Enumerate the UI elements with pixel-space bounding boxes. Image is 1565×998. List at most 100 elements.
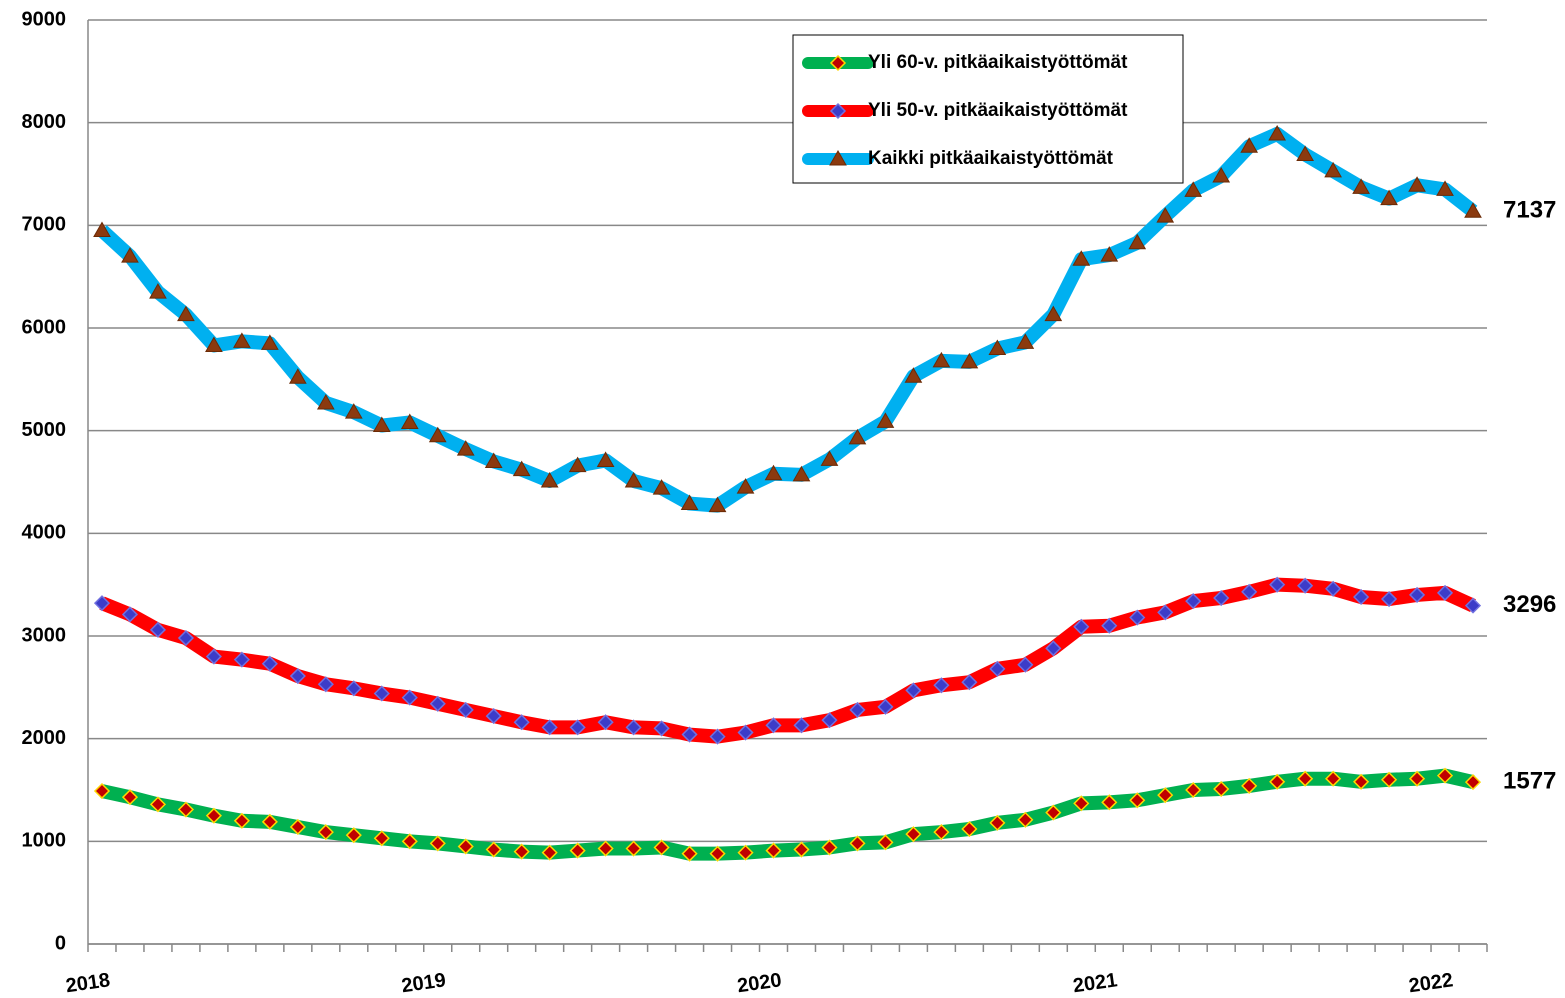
point: [1464, 597, 1482, 614]
point: [1157, 787, 1174, 804]
point: [1268, 124, 1287, 141]
point: [457, 701, 474, 718]
legend-label: Yli 50-v. pitkäaikaistyöttömät: [868, 100, 1128, 121]
point: [428, 426, 447, 443]
point: [1436, 180, 1454, 196]
point: [513, 714, 530, 731]
point: [457, 838, 474, 855]
point: [681, 726, 698, 743]
point: [205, 336, 223, 352]
point: [1045, 804, 1062, 821]
point: [877, 834, 894, 851]
point: [737, 844, 754, 861]
point: [1408, 586, 1426, 603]
point: [904, 367, 923, 383]
point: [1017, 811, 1034, 828]
end-label: 3296: [1503, 591, 1556, 618]
point: [1185, 593, 1202, 610]
point: [541, 719, 558, 736]
point: [829, 102, 847, 120]
point: [1184, 181, 1203, 197]
point: [933, 677, 950, 694]
point: [261, 813, 278, 830]
point: [205, 648, 222, 665]
point: [317, 676, 334, 693]
point: [933, 824, 950, 841]
point: [793, 841, 810, 858]
point: [1016, 333, 1035, 349]
point: [373, 685, 390, 702]
series: [93, 767, 1482, 862]
point: [989, 814, 1006, 831]
point: [625, 719, 642, 736]
point: [764, 464, 783, 481]
point: [932, 351, 951, 368]
point: [344, 403, 363, 419]
point: [820, 450, 839, 466]
point: [121, 606, 139, 623]
y-tick-label: 5000: [22, 419, 67, 441]
point: [1325, 770, 1342, 787]
point: [205, 807, 222, 824]
point: [1408, 176, 1426, 192]
point: [905, 682, 922, 699]
point: [177, 629, 194, 647]
point: [1213, 589, 1230, 607]
point: [93, 782, 111, 800]
point: [905, 826, 922, 843]
x-tick-label: 2021: [1072, 969, 1119, 997]
point: [829, 149, 847, 166]
point: [1381, 590, 1398, 608]
point: [1073, 618, 1090, 635]
point: [568, 456, 587, 473]
x-tick-label: 2022: [1407, 969, 1454, 997]
point: [1296, 145, 1314, 161]
point: [1044, 305, 1063, 322]
point: [484, 452, 503, 468]
point: [1017, 656, 1034, 673]
point: [372, 416, 391, 433]
point: [596, 451, 615, 467]
point: [597, 840, 614, 857]
point: [316, 393, 335, 410]
point: [345, 680, 362, 697]
point: [709, 845, 726, 862]
point: [1213, 780, 1230, 798]
point: [1101, 617, 1118, 634]
point: [1100, 246, 1119, 262]
point: [569, 842, 586, 859]
point: [1269, 576, 1286, 593]
point: [1352, 178, 1370, 194]
point: [1185, 781, 1202, 799]
point: [149, 283, 167, 299]
point: [233, 812, 250, 829]
end-label: 7137: [1503, 197, 1556, 224]
y-tick-label: 1000: [22, 830, 67, 852]
point: [1297, 770, 1314, 787]
point: [93, 221, 111, 237]
y-tick-label: 3000: [22, 624, 67, 646]
point: [1241, 777, 1258, 794]
point: [736, 478, 755, 494]
point: [177, 305, 195, 322]
point: [1269, 773, 1286, 790]
point: [681, 845, 698, 862]
point: [849, 701, 866, 718]
point: [821, 712, 838, 729]
point: [709, 728, 726, 745]
point: [121, 789, 139, 806]
point: [1436, 584, 1454, 601]
point: [653, 720, 670, 737]
point: [1240, 137, 1259, 153]
point: [597, 714, 614, 731]
point: [373, 830, 390, 847]
point: [1381, 771, 1398, 788]
point: [261, 655, 278, 672]
point: [988, 339, 1007, 356]
point: [625, 840, 642, 857]
point: [485, 708, 502, 725]
y-tick-label: 6000: [22, 316, 67, 338]
point: [317, 824, 334, 841]
y-tick-label: 2000: [22, 727, 67, 749]
point: [401, 689, 418, 706]
